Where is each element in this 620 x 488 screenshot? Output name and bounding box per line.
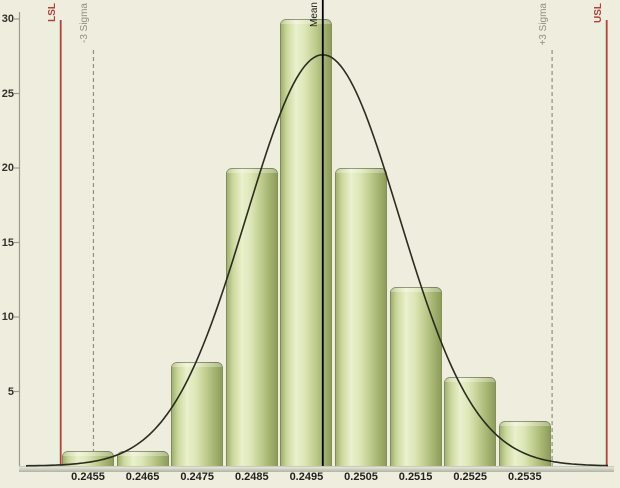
histogram-bar [498,421,551,466]
x-tick-label: 0.2515 [398,471,433,483]
x-tick-label: 0.2505 [344,471,378,483]
histogram-bar [116,451,169,466]
histogram-bar [280,19,333,466]
y-tick-label: 10 [1,311,14,323]
x-tick-label: 0.2455 [71,471,105,483]
x-tick-label: 0.2495 [289,471,324,483]
x-tick-label: 0.2535 [507,471,542,483]
x-tick-label: 0.2475 [180,471,215,483]
histogram-bar [389,287,442,466]
histogram-bar [62,451,114,466]
x-tick-label: 0.2525 [453,471,488,483]
y-tick-label: 25 [1,87,14,100]
histogram-bar [335,168,387,466]
histogram-bar [171,361,224,466]
x-tick-label: 0.2485 [234,471,269,483]
y-tick-label: 30 [1,13,14,25]
usl-label: USL [592,3,604,23]
minus3-sigma-label: -3 Sigma [79,3,91,44]
y-tick-label: 15 [1,236,14,249]
plus3-sigma-label: +3 Sigma [538,3,550,46]
histogram-bar [444,376,497,466]
mean-label: Mean [308,2,320,28]
y-tick-label: 5 [7,385,14,398]
y-tick-label: 20 [1,162,14,174]
histogram-bar [225,168,278,466]
lsl-label: LSL [46,3,58,22]
x-tick-label: 0.2465 [125,471,160,483]
